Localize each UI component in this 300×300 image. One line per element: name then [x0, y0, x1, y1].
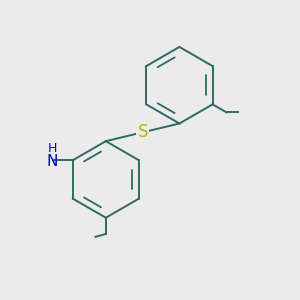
Text: N: N	[46, 154, 58, 169]
Text: S: S	[137, 123, 148, 141]
Text: H: H	[47, 142, 57, 155]
